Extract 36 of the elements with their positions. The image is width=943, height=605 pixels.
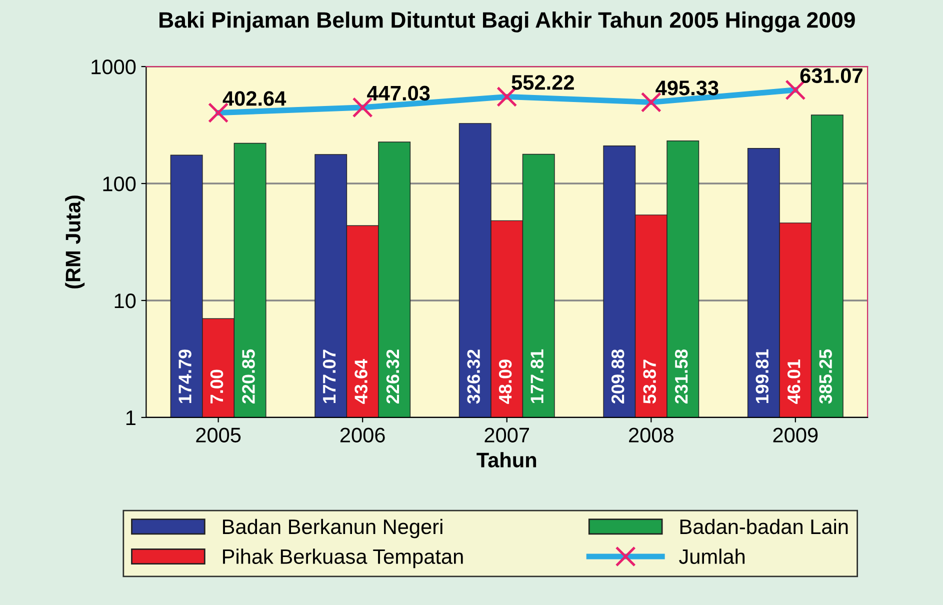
y-tick-label: 1000 (92, 60, 136, 74)
data-label: 220.85 (242, 349, 255, 404)
y-tick-label: 10 (114, 293, 136, 308)
data-label: 209.88 (611, 349, 624, 404)
data-label: 46.01 (787, 359, 800, 404)
x-tick-label: 2006 (340, 428, 385, 442)
data-label: 326.32 (467, 350, 480, 404)
data-label: 385.25 (819, 349, 832, 404)
legend-label: Pihak Berkuasa Tempatan (223, 548, 463, 568)
x-tick-label: 2007 (484, 428, 529, 442)
data-label: 199.81 (756, 349, 769, 403)
data-label: 631.07 (800, 68, 862, 84)
data-label: 402.64 (222, 91, 286, 106)
legend-label: Badan-badan Lain (680, 518, 848, 534)
legend-label: Badan Berkanun Negeri (223, 518, 442, 538)
x-tick-label: 2009 (773, 428, 818, 442)
x-tick-label: 2008 (629, 428, 674, 442)
data-label: 552.22 (512, 75, 574, 90)
y-tick-label: 1 (126, 410, 136, 425)
data-label: 48.09 (498, 360, 512, 404)
y-tick-label: 100 (103, 176, 136, 192)
x-axis-title: Tahun (476, 452, 536, 468)
chart-title: Baki Pinjaman Belum Dituntut Bagi Akhir Tahun 2005 Hingga 2009 (160, 12, 855, 32)
x-tick-label: 2005 (196, 428, 241, 442)
data-label: 231.58 (674, 349, 688, 404)
y-axis-title: (RM Juta) (65, 196, 85, 288)
data-label: 53.87 (643, 360, 656, 404)
data-label: 174.79 (178, 350, 192, 403)
legend-label: Jumlah (679, 548, 745, 564)
data-label: 177.07 (322, 350, 336, 403)
data-label: 43.64 (354, 359, 368, 404)
data-label: 177.81 (530, 349, 544, 403)
data-label: 7.00 (210, 370, 224, 404)
data-label: 495.33 (656, 80, 718, 96)
data-label: 447.03 (367, 86, 430, 101)
data-label: 226.32 (386, 350, 400, 404)
